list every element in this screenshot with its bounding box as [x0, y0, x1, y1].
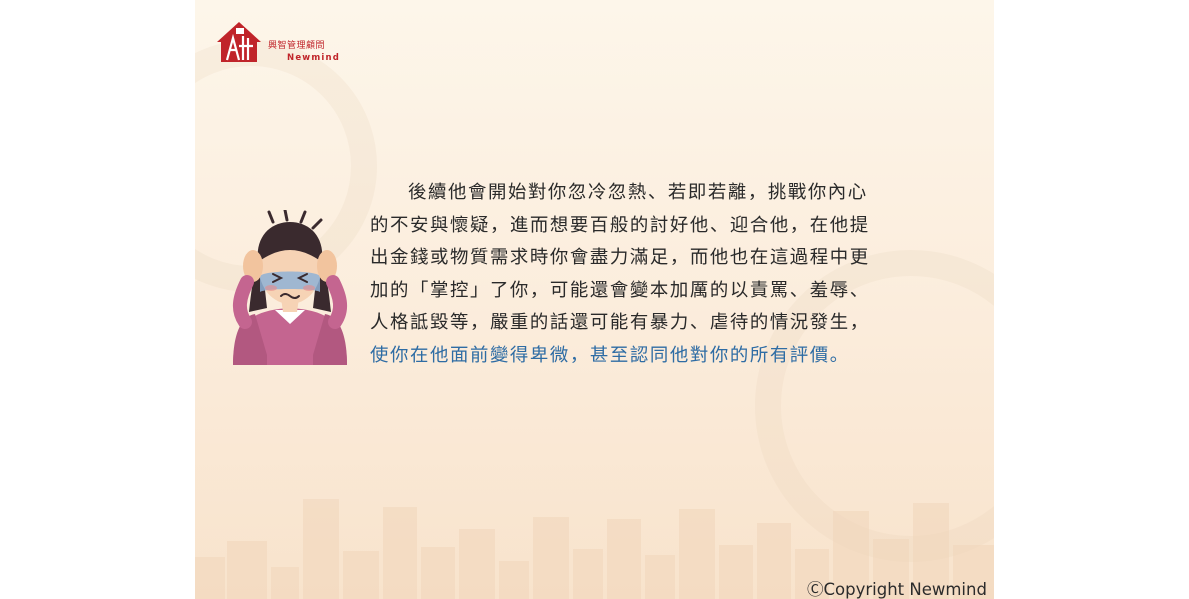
paragraph-line: 加的「掌控」了你，可能還會變本加厲的以責罵、羞辱、 [370, 279, 870, 301]
logo-mark-icon [217, 22, 261, 62]
logo-english-name: Newmind [287, 53, 341, 63]
logo-chinese-name: 興智管理顧問 [268, 41, 326, 51]
paragraph-line: 人格詆毀等，嚴重的話還可能有暴力、虐待的情況發生， [370, 312, 870, 333]
paragraph-line: 出金錢或物質需求時你會盡力滿足，而他也在這過程中更 [370, 247, 870, 268]
company-logo: 興智管理顧問 Newmind [215, 20, 355, 66]
slide: 興智管理顧問 Newmind 後續他會開始對 [195, 0, 994, 599]
paragraph-line: 後續他會開始對你忽冷忽熱、若即若離，挑戰你內心 [408, 182, 868, 203]
highlighted-paragraph-line: 使你在他面前變得卑微，甚至認同他對你的所有評價。 [370, 344, 850, 366]
city-skyline [195, 499, 994, 599]
stressed-woman-illustration [233, 210, 347, 365]
body-paragraph: 後續他會開始對你忽冷忽熱、若即若離，挑戰你內心 的不安與懷疑，進而想要百般的討好… [370, 177, 930, 372]
copyright-notice: ⒸCopyright Newmind [807, 580, 987, 599]
paragraph-line: 的不安與懷疑，進而想要百般的討好他、迎合他，在他提 [370, 214, 870, 236]
